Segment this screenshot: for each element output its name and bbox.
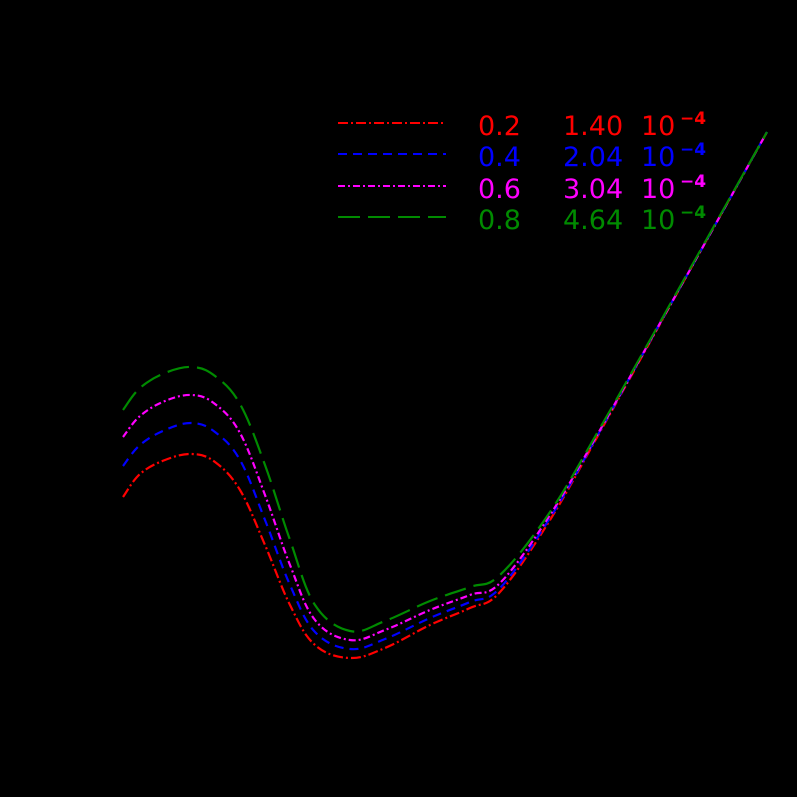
legend-value: 1.40 (563, 111, 623, 142)
legend-entry: 0.8 4.64 10 −4 (338, 203, 706, 236)
legend-param: 0.4 (478, 142, 521, 173)
series-line-0.8 (122, 131, 768, 633)
legend-value: 3.04 (563, 174, 623, 205)
legend-param: 0.2 (478, 111, 521, 142)
series-line-0.2 (122, 131, 768, 660)
legend-exponent: −4 (680, 203, 706, 223)
legend-value: 4.64 (563, 205, 623, 236)
legend-exponent-base: 10 (641, 111, 675, 142)
legend-exponent: −4 (680, 140, 706, 160)
legend-exponent-base: 10 (641, 174, 675, 205)
legend-entry: 0.4 2.04 10 −4 (338, 140, 706, 173)
legend-exponent-base: 10 (641, 142, 675, 173)
legend-entry: 0.6 3.04 10 −4 (338, 172, 706, 205)
legend-param: 0.8 (478, 205, 521, 236)
series-line-0.4 (122, 131, 768, 651)
legend-value: 2.04 (563, 142, 623, 173)
legend-exponent: −4 (680, 172, 706, 192)
legend-exponent-base: 10 (641, 205, 675, 236)
legend-param: 0.6 (478, 174, 521, 205)
legend-exponent: −4 (680, 109, 706, 129)
legend-entry: 0.2 1.40 10 −4 (338, 109, 706, 142)
